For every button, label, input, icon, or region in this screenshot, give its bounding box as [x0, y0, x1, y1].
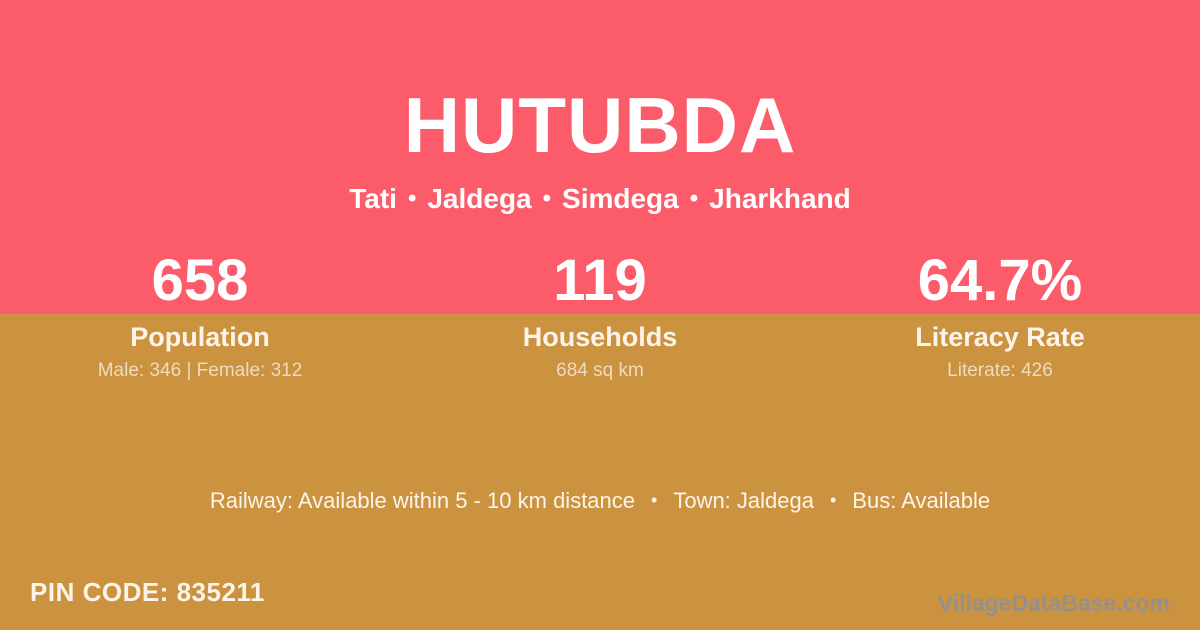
breadcrumb-state: Jharkhand — [709, 183, 851, 214]
bullet-separator: • — [651, 490, 658, 510]
watermark: VillageDataBase.com — [937, 590, 1170, 616]
bullet-separator: • — [407, 185, 417, 212]
town-info: Town: Jaldega — [673, 488, 814, 513]
bullet-separator: • — [829, 490, 837, 510]
header-band — [0, 0, 1200, 314]
stats-row: 658 Population Male: 346 | Female: 312 1… — [0, 248, 1200, 382]
bullet-separator: • — [542, 185, 552, 212]
households-label: Households — [522, 322, 678, 352]
population-value: 658 — [151, 248, 249, 313]
literacy-detail: Literate: 426 — [947, 360, 1053, 381]
breadcrumb-tehsil: Tati — [349, 183, 397, 214]
breadcrumb-district: Simdega — [562, 183, 679, 214]
bullet-separator: • — [689, 185, 699, 212]
households-value: 119 — [553, 248, 647, 313]
stat-households: 119 Households 684 sq km — [400, 248, 800, 382]
amenities-line: Railway: Available within 5 - 10 km dist… — [0, 487, 1200, 514]
households-detail: 684 sq km — [556, 360, 644, 381]
breadcrumb-block: Jaldega — [427, 183, 532, 214]
population-detail: Male: 346 | Female: 312 — [97, 360, 303, 381]
population-label: Population — [130, 322, 270, 352]
bus-info: Bus: Available — [852, 488, 991, 513]
stat-literacy: 64.7% Literacy Rate Literate: 426 — [800, 248, 1200, 382]
literacy-label: Literacy Rate — [915, 322, 1085, 352]
breadcrumb: Tati • Jaldega • Simdega • Jharkhand — [0, 183, 1200, 215]
village-title: HUTUBDA — [403, 81, 797, 169]
stat-population: 658 Population Male: 346 | Female: 312 — [0, 248, 400, 382]
body-band — [0, 314, 1200, 630]
literacy-value: 64.7% — [917, 248, 1083, 313]
railway-info: Railway: Available within 5 - 10 km dist… — [209, 488, 636, 513]
pin-code: PIN CODE: 835211 — [30, 577, 265, 607]
